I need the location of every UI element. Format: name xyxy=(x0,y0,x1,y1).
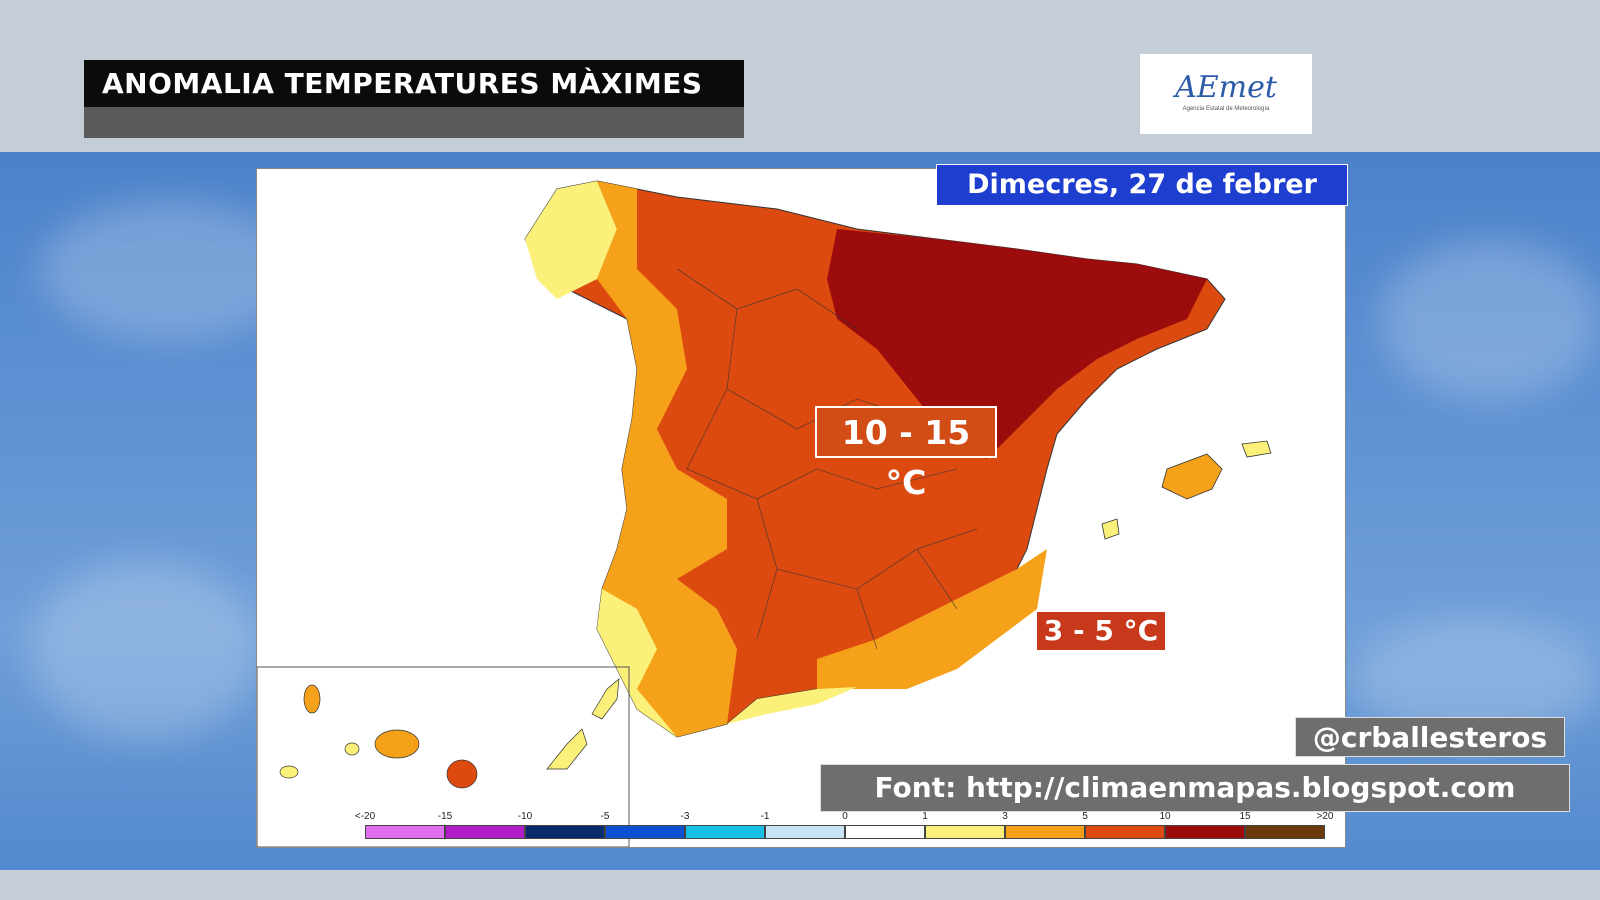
balearic-ibiza xyxy=(1101,518,1120,540)
title-underbar xyxy=(84,107,744,138)
anomaly-label-coast: 3 - 5 °C xyxy=(1037,612,1165,650)
canary-island xyxy=(446,759,478,789)
southeast-orange xyxy=(817,549,1047,689)
balearic-menorca xyxy=(1241,440,1272,458)
legend-tick-label: -15 xyxy=(437,811,453,822)
canary-island xyxy=(303,684,321,714)
legend-swatch xyxy=(445,825,525,839)
legend-swatch xyxy=(365,825,445,839)
page-title: ANOMALIA TEMPERATURES MÀXIMES xyxy=(84,60,744,107)
northeast-dark xyxy=(827,229,1207,459)
canary-island xyxy=(374,729,420,759)
legend-tick-label: 15 xyxy=(1239,811,1251,822)
legend-tick-label: -10 xyxy=(517,811,533,822)
legend-tick-label: 1 xyxy=(922,811,928,822)
legend-swatch xyxy=(1165,825,1245,839)
legend-swatch xyxy=(685,825,765,839)
south-coast-yellow xyxy=(727,687,857,724)
logo-wordmark: AEmet xyxy=(1175,70,1277,105)
legend-tick-label: 3 xyxy=(1002,811,1008,822)
logo-subtitle: Agencia Estatal de Meteorología xyxy=(1182,106,1270,112)
canary-island xyxy=(344,742,360,756)
aemet-logo: AEmet Agencia Estatal de Meteorología xyxy=(1140,54,1312,134)
legend-swatch xyxy=(765,825,845,839)
anomaly-map xyxy=(256,180,1272,848)
footer-band xyxy=(0,870,1600,900)
author-handle: @crballesteros xyxy=(1295,717,1565,757)
legend-tick-label: -3 xyxy=(680,811,690,822)
anomaly-label-center: 10 - 15 °C xyxy=(815,406,997,502)
southwest-yellow xyxy=(597,589,677,737)
canary-island xyxy=(591,678,620,720)
galicia-yellow xyxy=(525,181,617,299)
cloud xyxy=(30,560,260,740)
west-orange xyxy=(597,181,737,737)
balearic-mallorca xyxy=(1161,453,1223,500)
canary-island xyxy=(279,765,299,779)
legend-swatch xyxy=(1085,825,1165,839)
legend-tick-label: 0 xyxy=(842,811,848,822)
legend-tick-label: -5 xyxy=(600,811,610,822)
legend-swatch xyxy=(925,825,1005,839)
legend-swatch xyxy=(1245,825,1325,839)
legend-tick-label: -1 xyxy=(760,811,770,822)
legend-tick-label: 5 xyxy=(1082,811,1088,822)
legend-tick-label: 10 xyxy=(1159,811,1171,822)
date-label: Dimecres, 27 de febrer xyxy=(936,164,1348,206)
canary-island xyxy=(546,728,588,770)
map-panel xyxy=(256,168,1346,848)
legend-tick-label: >20 xyxy=(1316,811,1334,822)
legend-tick-label: <-20 xyxy=(354,811,376,822)
province-lines xyxy=(676,268,978,650)
legend-swatch xyxy=(605,825,685,839)
legend-swatch xyxy=(525,825,605,839)
source-credit: Font: http://climaenmapas.blogspot.com xyxy=(820,764,1570,812)
title-block: ANOMALIA TEMPERATURES MÀXIMES xyxy=(84,60,744,138)
legend-swatch xyxy=(845,825,925,839)
legend-swatch xyxy=(1005,825,1085,839)
cloud xyxy=(1380,240,1600,400)
